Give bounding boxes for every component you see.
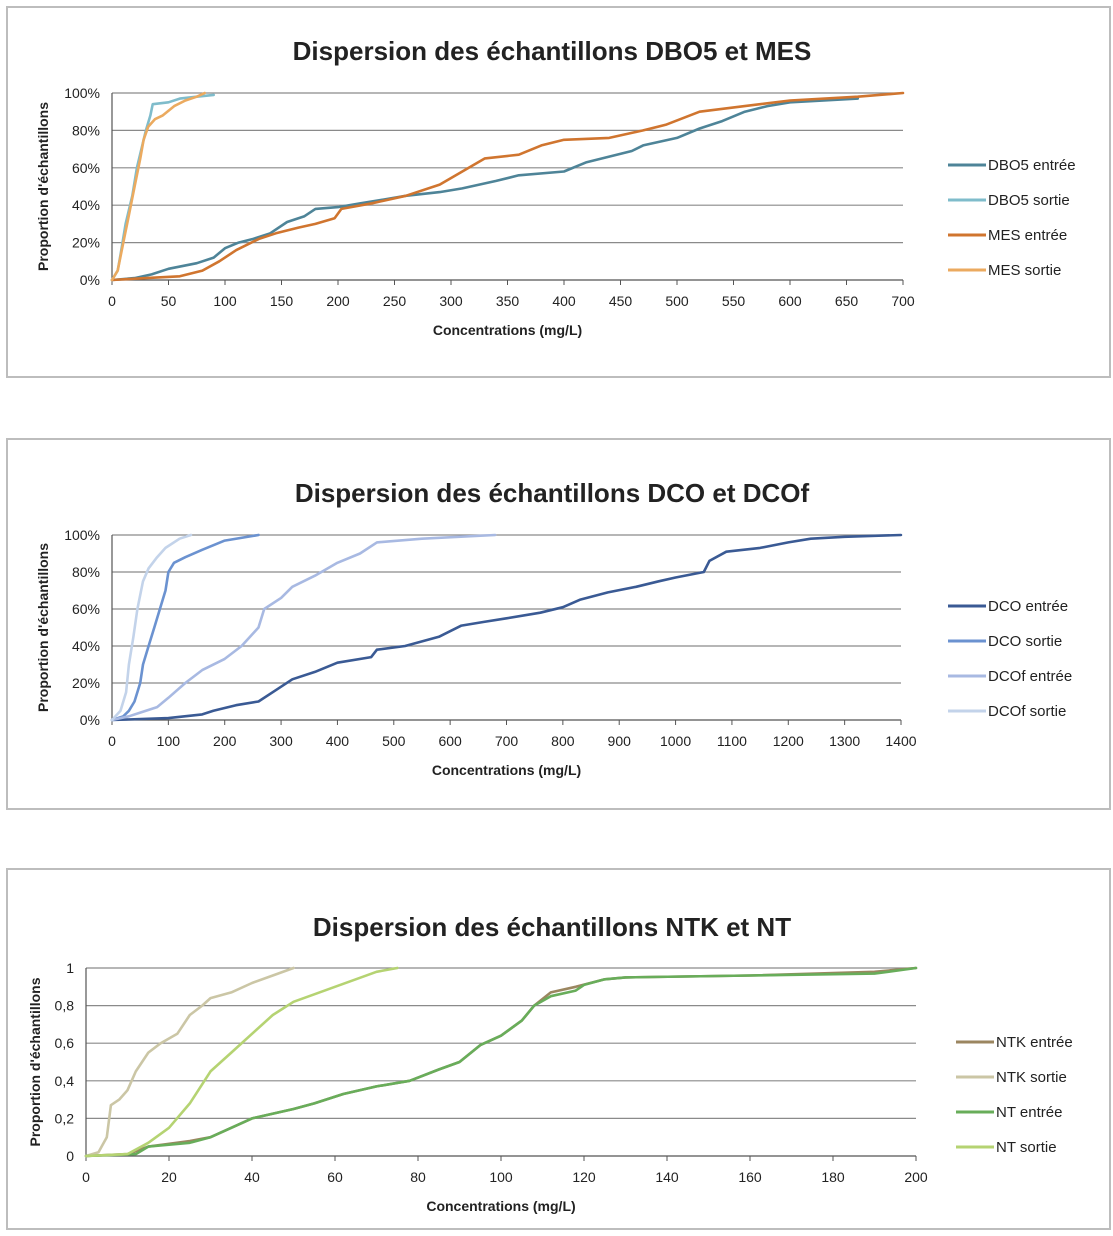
series-line-3 [110, 91, 905, 282]
x-tick-label: 600 [778, 293, 802, 309]
x-tick-label: 1300 [829, 733, 860, 749]
y-tick-label: 0,4 [55, 1073, 75, 1089]
y-axis-label: Proportion d'échantillons [27, 977, 43, 1146]
x-axis-label: Concentrations (mg/L) [433, 322, 582, 338]
x-tick-label: 1000 [660, 733, 691, 749]
x-tick-label: 450 [609, 293, 633, 309]
chart-panel-dbo5-mes: Dispersion des échantillons DBO5 et MES 0… [6, 6, 1111, 378]
legend-label: DCO entrée [988, 598, 1068, 615]
x-tick-label: 400 [552, 293, 576, 309]
x-tick-label: 550 [722, 293, 746, 309]
legend-label: DCO sortie [988, 633, 1062, 650]
x-tick-label: 500 [665, 293, 689, 309]
x-tick-label: 20 [161, 1169, 177, 1185]
series-line-1 [110, 97, 860, 282]
series-line-2 [110, 93, 215, 282]
series-line-2 [84, 966, 295, 1158]
series-line-2 [110, 533, 260, 722]
x-tick-label: 0 [108, 733, 116, 749]
x-tick-label: 650 [835, 293, 859, 309]
chart-ntk-nt: Dispersion des échantillons NTK et NT 0 0,… [27, 912, 1073, 1214]
x-tick-label: 1400 [885, 733, 916, 749]
y-tick-label: 0 [66, 1148, 74, 1164]
x-axis-label: Concentrations (mg/L) [426, 1198, 575, 1214]
x-tick-label: 350 [496, 293, 520, 309]
x-tick-label: 200 [213, 733, 237, 749]
legend-label: DBO5 sortie [988, 192, 1070, 209]
y-axis-label: Proportion d'échantillons [35, 543, 51, 712]
x-tick-label: 50 [161, 293, 177, 309]
x-tick-label: 300 [269, 733, 293, 749]
y-tick-label: 40% [72, 197, 100, 213]
y-tick-label: 0% [80, 712, 100, 728]
chart-title: Dispersion des échantillons NTK et NT [313, 912, 791, 942]
x-tick-label: 100 [157, 733, 181, 749]
legend-label: NT sortie [996, 1139, 1057, 1156]
x-tick-label: 600 [438, 733, 462, 749]
y-tick-label: 60% [72, 601, 100, 617]
series-line-3 [84, 966, 918, 1158]
y-tick-label: 0,2 [55, 1110, 75, 1126]
legend-label: MES entrée [988, 227, 1067, 244]
x-tick-label: 300 [439, 293, 463, 309]
legend-label: DCOf sortie [988, 703, 1066, 720]
legend-label: MES sortie [988, 262, 1061, 279]
x-tick-label: 40 [244, 1169, 260, 1185]
y-tick-label: 80% [72, 564, 100, 580]
x-axis-label: Concentrations (mg/L) [432, 762, 581, 778]
x-tick-label: 200 [904, 1169, 928, 1185]
x-tick-label: 700 [891, 293, 915, 309]
x-tick-label: 160 [738, 1169, 762, 1185]
y-axis-label: Proportion d'échantillons [35, 102, 51, 271]
x-tick-label: 180 [821, 1169, 845, 1185]
x-tick-label: 140 [655, 1169, 679, 1185]
x-tick-label: 120 [572, 1169, 596, 1185]
x-tick-label: 80 [410, 1169, 426, 1185]
x-tick-label: 250 [383, 293, 407, 309]
chart-panel-ntk-nt: Dispersion des échantillons NTK et NT 0 0,… [6, 868, 1111, 1230]
y-tick-label: 0,6 [55, 1035, 75, 1051]
series-line-4 [84, 966, 399, 1158]
series-line-1 [84, 966, 918, 1158]
y-tick-label: 20% [72, 675, 100, 691]
chart-title: Dispersion des échantillons DBO5 et MES [293, 36, 812, 66]
y-tick-label: 0% [80, 272, 100, 288]
y-tick-label: 100% [64, 527, 100, 543]
series-line-3 [110, 533, 497, 722]
x-tick-label: 100 [213, 293, 237, 309]
x-tick-label: 900 [608, 733, 632, 749]
x-tick-label: 700 [495, 733, 519, 749]
chart-dbo5-mes: Dispersion des échantillons DBO5 et MES 0… [35, 36, 1076, 338]
legend-label: NT entrée [996, 1104, 1062, 1121]
legend-label: DCOf entrée [988, 668, 1072, 685]
chart-title: Dispersion des échantillons DCO et DCOf [295, 478, 810, 508]
x-tick-label: 800 [551, 733, 575, 749]
legend-label: DBO5 entrée [988, 157, 1076, 174]
series-line-1 [110, 533, 903, 722]
x-tick-label: 60 [327, 1169, 343, 1185]
chart-dco-dcof: Dispersion des échantillons DCO et DCOf 0… [35, 478, 1072, 778]
y-tick-label: 0,8 [55, 998, 75, 1014]
legend-label: NTK entrée [996, 1034, 1073, 1051]
x-tick-label: 100 [489, 1169, 513, 1185]
chart-panel-dco-dcof: Dispersion des échantillons DCO et DCOf 0… [6, 438, 1111, 810]
x-tick-label: 0 [82, 1169, 90, 1185]
legend-label: NTK sortie [996, 1069, 1067, 1086]
x-tick-label: 0 [108, 293, 116, 309]
y-tick-label: 1 [66, 960, 74, 976]
x-tick-label: 400 [326, 733, 350, 749]
x-tick-label: 1200 [773, 733, 804, 749]
y-tick-label: 20% [72, 235, 100, 251]
series-line-4 [110, 91, 206, 282]
x-tick-label: 1100 [717, 733, 747, 749]
x-tick-label: 500 [382, 733, 406, 749]
y-tick-label: 60% [72, 160, 100, 176]
x-tick-label: 200 [326, 293, 350, 309]
x-tick-label: 150 [270, 293, 294, 309]
y-tick-label: 80% [72, 122, 100, 138]
y-tick-label: 40% [72, 638, 100, 654]
series-line-4 [110, 533, 193, 722]
y-tick-label: 100% [64, 85, 100, 101]
